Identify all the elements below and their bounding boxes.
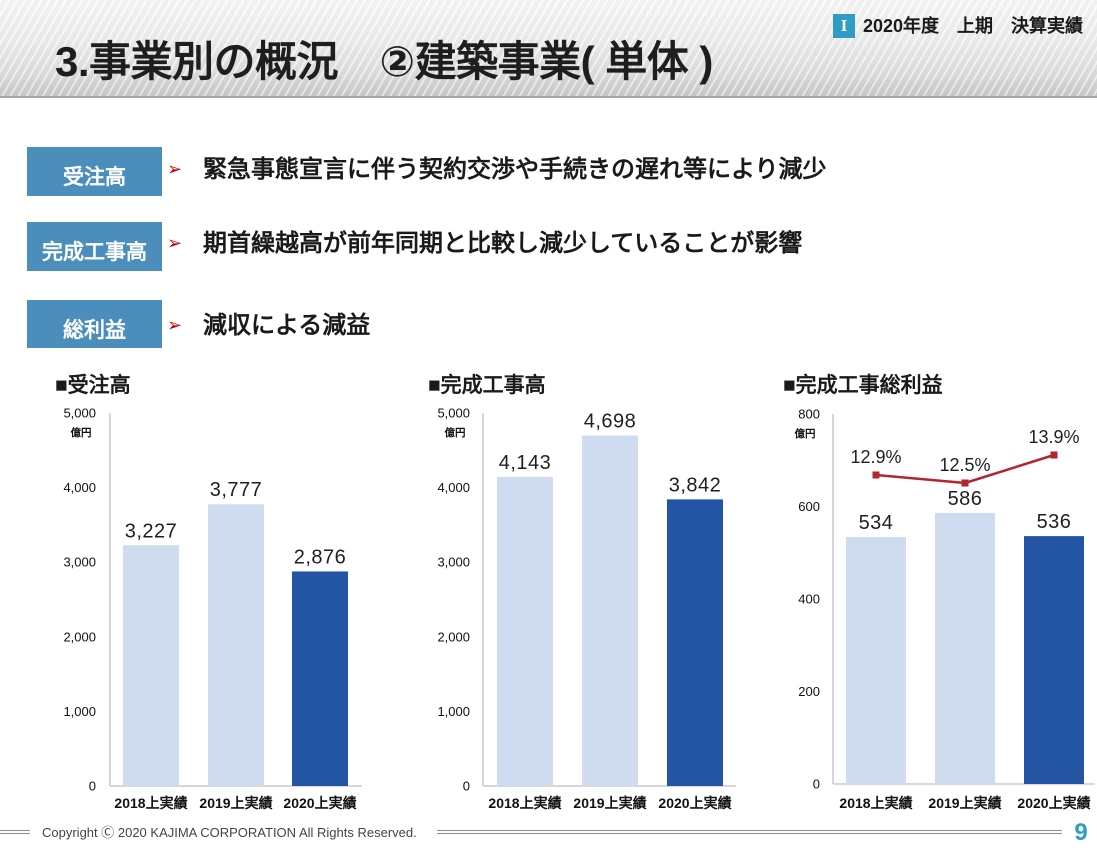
x-category-label: 2020上実績 xyxy=(658,795,731,811)
y-tick-label: 3,000 xyxy=(63,555,96,570)
y-tick-label: 800 xyxy=(798,407,820,422)
y-tick-label: 1,000 xyxy=(63,704,96,719)
bar xyxy=(1024,536,1084,784)
arrow-bullet-icon xyxy=(167,311,189,341)
bar xyxy=(208,504,264,786)
y-tick-label: 400 xyxy=(798,592,820,607)
arrow-bullet-icon xyxy=(167,155,189,185)
y-tick-label: 0 xyxy=(463,779,470,794)
orders-chart: 0 1,000 2,000 3,000 4,000 5,000 億円 3,227 2018上実績… xyxy=(63,406,362,811)
y-tick-label: 200 xyxy=(798,684,820,699)
y-tick-label: 600 xyxy=(798,499,820,514)
y-tick-label: 0 xyxy=(89,779,96,794)
margin-label: 12.5% xyxy=(939,455,990,475)
x-category-label: 2018上実績 xyxy=(114,795,187,811)
bar-value-label: 4,698 xyxy=(584,411,637,433)
summary-text: 緊急事態宣言に伴う契約交渉や手続きの遅れ等により減少 xyxy=(203,156,827,183)
completed-works-chart: 0 1,000 2,000 3,000 4,000 5,000 億円 4,143 2018上実績… xyxy=(437,406,736,811)
bar xyxy=(935,512,995,784)
y-tick-label: 1,000 xyxy=(437,704,470,719)
y-tick-label: 4,000 xyxy=(437,480,470,495)
summary-text: 減収による減益 xyxy=(203,312,371,339)
gross-profit-chart: 0 200 400 600 800 億円 534 2018上実績 586 2019上実績 536 20… xyxy=(795,407,1095,811)
y-axis-unit: 億円 xyxy=(445,426,466,439)
y-tick-label: 2,000 xyxy=(63,629,96,644)
bar-value-label: 3,227 xyxy=(125,520,178,542)
y-tick-label: 4,000 xyxy=(63,480,96,495)
summary-text: 期首繰越高が前年同期と比較し減少していることが影響 xyxy=(203,230,803,257)
bar xyxy=(497,476,553,786)
bar xyxy=(582,435,638,786)
margin-marker xyxy=(1050,451,1058,459)
x-category-label: 2019上実績 xyxy=(573,795,646,811)
chart-title-completed-works: ■完成工事高 xyxy=(428,374,546,397)
bar-value-label: 4,143 xyxy=(499,452,552,474)
bar-value-label: 586 xyxy=(948,488,983,510)
chart-title-orders: ■受注高 xyxy=(55,374,131,397)
margin-label: 13.9% xyxy=(1028,427,1079,447)
x-category-label: 2019上実績 xyxy=(199,795,272,811)
bar-value-label: 2,876 xyxy=(294,546,347,568)
arrow-bullet-icon xyxy=(167,229,189,259)
summary-row-gross-profit: 総利益 減収による減益 xyxy=(0,300,1097,352)
y-tick-label: 2,000 xyxy=(437,629,470,644)
bar xyxy=(123,545,179,786)
y-tick-label: 5,000 xyxy=(63,406,96,421)
y-tick-label: 3,000 xyxy=(437,555,470,570)
x-category-label: 2019上実績 xyxy=(928,795,1001,811)
y-tick-label: 5,000 xyxy=(437,406,470,421)
chart-title-gross-profit: ■完成工事総利益 xyxy=(783,374,943,397)
slide-title: 3.事業別の概況 ②建築事業( 単体 ) xyxy=(55,38,713,85)
x-category-label: 2020上実績 xyxy=(1017,795,1090,811)
x-category-label: 2018上実績 xyxy=(839,795,912,811)
summary-label: 完成工事高 xyxy=(27,222,162,271)
bar xyxy=(292,571,348,786)
page-number: 9 xyxy=(1074,819,1088,846)
summary-label: 受注高 xyxy=(27,147,162,196)
summary-label: 総利益 xyxy=(27,300,162,348)
margin-marker xyxy=(872,471,880,479)
summary-row-completed-works: 完成工事高 期首繰越高が前年同期と比較し減少していることが影響 xyxy=(0,222,1097,274)
margin-label: 12.9% xyxy=(850,447,901,467)
y-tick-label: 0 xyxy=(813,777,820,792)
x-category-label: 2020上実績 xyxy=(283,795,356,811)
period-label: 2020年度 上期 決算実績 xyxy=(863,16,1084,36)
footer-rule-right xyxy=(437,830,1062,834)
bar-value-label: 3,842 xyxy=(669,474,722,496)
footer-rule-left xyxy=(0,830,30,834)
copyright-text: Copyright Ⓒ 2020 KAJIMA CORPORATION All … xyxy=(42,825,417,840)
section-badge: I xyxy=(833,14,855,38)
bar-value-label: 534 xyxy=(859,512,894,534)
bar xyxy=(846,537,906,784)
slide-header: 3.事業別の概況 ②建築事業( 単体 ) I 2020年度 上期 決算実績 xyxy=(0,0,1097,98)
x-category-label: 2018上実績 xyxy=(488,795,561,811)
margin-marker xyxy=(961,479,969,487)
y-axis-unit: 億円 xyxy=(71,426,92,439)
summary-row-orders: 受注高 緊急事態宣言に伴う契約交渉や手続きの遅れ等により減少 xyxy=(0,147,1097,199)
bar xyxy=(667,499,723,786)
bar-value-label: 3,777 xyxy=(210,479,263,501)
bar-value-label: 536 xyxy=(1037,511,1072,533)
y-axis-unit: 億円 xyxy=(795,427,816,440)
